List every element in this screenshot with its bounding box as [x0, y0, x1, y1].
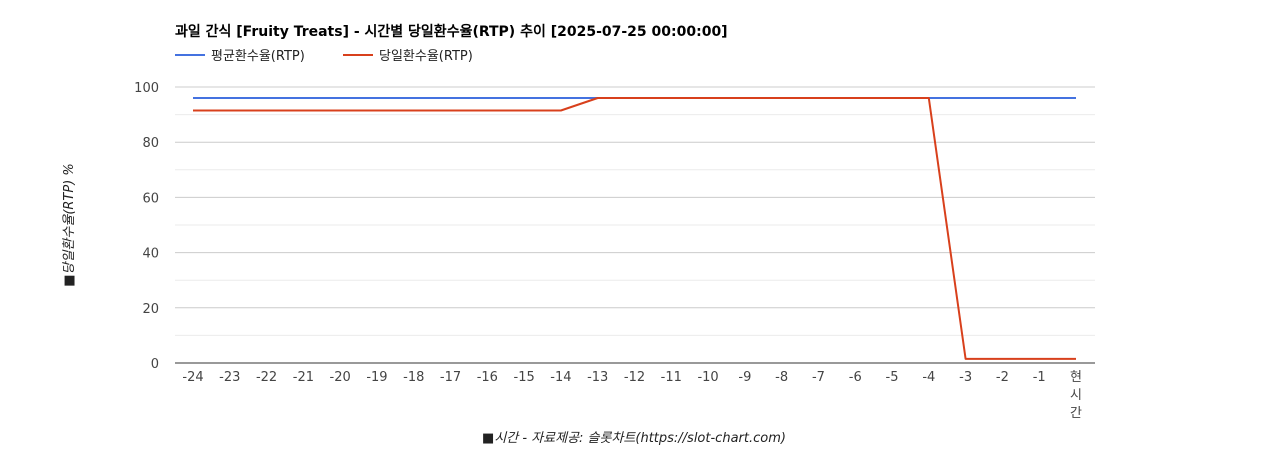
legend-item-avg[interactable]: 평균환수율(RTP) — [175, 49, 305, 64]
x-tick-label: -17 — [440, 370, 461, 385]
x-tick-label: -21 — [293, 370, 314, 385]
x-tick-label: -10 — [697, 370, 718, 385]
y-tick-label: 60 — [142, 191, 159, 206]
series-lines — [193, 97, 1076, 360]
legend-item-daily[interactable]: 당일환수율(RTP) — [343, 49, 473, 64]
x-tick-label: -16 — [477, 370, 498, 385]
x-tick-label: -9 — [738, 370, 751, 385]
y-axis-ticks: 0 20 40 60 80 100 — [134, 81, 159, 372]
y-tick-label: 100 — [134, 81, 159, 96]
y-tick-label: 0 — [151, 357, 159, 372]
chart-title: 과일 간식 [Fruity Treats] - 시간별 당일환수율(RTP) 추… — [175, 23, 728, 40]
x-tick-label: -2 — [996, 370, 1009, 385]
legend: 평균환수율(RTP) 당일환수율(RTP) — [175, 49, 473, 64]
x-tick-label: -6 — [849, 370, 862, 385]
series-line-daily — [193, 97, 1076, 360]
x-tick-label: -15 — [514, 370, 535, 385]
x-tick-label: -23 — [219, 370, 240, 385]
legend-label-avg: 평균환수율(RTP) — [211, 49, 305, 64]
y-tick-label: 80 — [142, 136, 159, 151]
x-tick-label: -3 — [959, 370, 972, 385]
x-tick-label: -8 — [775, 370, 788, 385]
x-tick-label: -24 — [182, 370, 203, 385]
x-tick-label: -14 — [550, 370, 571, 385]
x-tick-label: -20 — [330, 370, 351, 385]
x-tick-label: -13 — [587, 370, 608, 385]
x-tick-label: -1 — [1033, 370, 1046, 385]
y-tick-label: 20 — [142, 302, 159, 317]
x-tick-label: -4 — [922, 370, 935, 385]
x-axis-ticks: -24 -23 -22 -21 -20 -19 -18 -17 -16 -15 -14 -13 -12 -… — [182, 370, 1082, 421]
x-tick-label: -5 — [886, 370, 899, 385]
y-axis-title: ■당일환수율(RTP) % — [62, 163, 77, 287]
x-tick-label: -7 — [812, 370, 825, 385]
x-tick-label: -11 — [661, 370, 682, 385]
gridlines — [175, 86, 1095, 336]
y-tick-label: 40 — [142, 247, 159, 262]
x-tick-label: -12 — [624, 370, 645, 385]
x-tick-label: -18 — [403, 370, 424, 385]
x-tick-label: -22 — [256, 370, 277, 385]
x-tick-label: -19 — [366, 370, 387, 385]
x-axis-title: ■시간 - 자료제공: 슬롯차트(https://slot-chart.com) — [482, 431, 786, 446]
legend-label-daily: 당일환수율(RTP) — [379, 49, 473, 64]
